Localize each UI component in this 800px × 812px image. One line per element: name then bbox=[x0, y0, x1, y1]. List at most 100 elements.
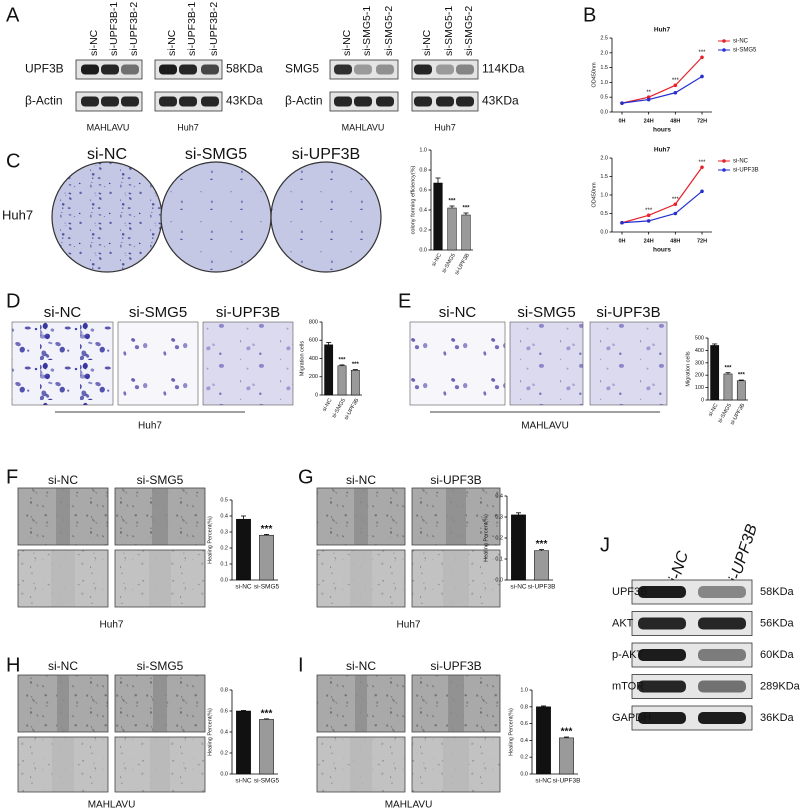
x-tick-label: si-NC bbox=[235, 778, 252, 785]
image-label: si-NC bbox=[48, 659, 78, 673]
y-axis-label: OD450nm bbox=[591, 182, 597, 207]
blot-band bbox=[81, 96, 99, 107]
image-label: si-NC bbox=[87, 146, 127, 163]
blot-band bbox=[414, 64, 432, 75]
data-point bbox=[646, 219, 651, 223]
data-point bbox=[673, 202, 678, 207]
y-tick-label: 0.0 bbox=[220, 577, 228, 583]
bar bbox=[447, 207, 457, 251]
y-tick-label: 0.8 bbox=[419, 167, 427, 173]
data-point bbox=[700, 55, 704, 60]
blot-row-label: GAPDH bbox=[612, 712, 651, 724]
x-tick-label: si-NC bbox=[235, 584, 252, 591]
panel-letter: B bbox=[583, 4, 596, 26]
transwell-image bbox=[509, 321, 584, 406]
x-tick-label: 72H bbox=[697, 118, 707, 124]
blot-row-label: UPF3B bbox=[25, 62, 64, 76]
significance: *** bbox=[561, 727, 573, 738]
y-tick-label: 0.8 bbox=[220, 687, 228, 693]
cell-line: MAHLAVU bbox=[342, 122, 385, 132]
y-tick-label: 0.2 bbox=[220, 545, 228, 551]
bar bbox=[723, 373, 733, 401]
data-point bbox=[700, 74, 704, 79]
y-tick-label: 0.4 bbox=[220, 729, 228, 735]
y-tick-label: 200 bbox=[309, 374, 318, 380]
y-tick-label: 1.5 bbox=[600, 174, 608, 180]
wound-gap bbox=[448, 675, 464, 732]
data-point bbox=[673, 90, 678, 95]
x-axis-label: hours bbox=[653, 127, 671, 134]
legend-label: si-UPF3B bbox=[733, 168, 759, 174]
panel-letter: G bbox=[298, 466, 314, 488]
bar bbox=[337, 365, 347, 396]
blot-size: 36KDa bbox=[760, 712, 795, 724]
colony-plate bbox=[270, 161, 382, 273]
panel-letter: F bbox=[6, 466, 18, 488]
y-tick-label: 0.1 bbox=[495, 556, 503, 562]
x-tick-label: si-UPF3B bbox=[528, 584, 556, 591]
legend-label: si-NC bbox=[733, 159, 749, 165]
legend-dot bbox=[722, 159, 726, 163]
x-tick-label: 48H bbox=[670, 118, 680, 124]
y-tick-label: 2.5 bbox=[600, 35, 608, 41]
y-tick-label: 1.0 bbox=[419, 147, 427, 153]
x-tick-label: si-NC bbox=[431, 253, 443, 268]
transwell-image bbox=[409, 321, 506, 406]
significance: *** bbox=[672, 197, 680, 203]
significance: *** bbox=[448, 199, 456, 205]
blot-row-label: UPF3B bbox=[612, 586, 647, 598]
cell-line: Huh7 bbox=[397, 620, 421, 631]
blot-row-label: mTOR bbox=[612, 680, 644, 692]
colony-plate bbox=[51, 161, 163, 273]
blot-band bbox=[121, 96, 139, 107]
blot-band bbox=[354, 96, 372, 107]
bar bbox=[259, 719, 274, 775]
y-tick-label: 0.0 bbox=[419, 247, 427, 253]
y-tick-label: 0.4 bbox=[220, 513, 228, 519]
cell-line: MAHLAVU bbox=[87, 122, 130, 132]
blot-band bbox=[698, 712, 746, 724]
image-label: si-SMG5 bbox=[185, 146, 247, 163]
y-tick-label: 1.0 bbox=[600, 80, 608, 86]
lane-label: si-SMG5-1 bbox=[361, 6, 373, 56]
blot-band bbox=[201, 96, 219, 107]
x-tick-label: si-SMG5 bbox=[254, 778, 280, 785]
panel-letter: D bbox=[6, 290, 20, 312]
legend-label: si-SMG5 bbox=[733, 48, 757, 54]
y-tick-label: 0.2 bbox=[220, 750, 228, 756]
data-point bbox=[673, 83, 678, 88]
image-label: si-UPF3B bbox=[430, 473, 481, 487]
blot-size: 56KDa bbox=[760, 617, 795, 629]
blot-band bbox=[698, 617, 746, 630]
x-tick-label: 0H bbox=[618, 118, 625, 124]
bar bbox=[536, 706, 551, 775]
cell-line: MAHLAVU bbox=[385, 800, 433, 811]
y-tick-label: 0 bbox=[315, 392, 318, 398]
y-axis-label: Healing Percent(%) bbox=[207, 516, 213, 564]
legend-dot bbox=[722, 168, 726, 172]
wound-gap bbox=[443, 550, 469, 607]
blot-band bbox=[376, 64, 394, 75]
significance: *** bbox=[724, 365, 732, 371]
lane-label: si-NC bbox=[88, 29, 100, 56]
y-axis-label: colony forming efficiency(%) bbox=[410, 166, 416, 235]
cell-line: Huh7 bbox=[138, 421, 162, 432]
x-tick-label: 24H bbox=[644, 238, 654, 244]
data-point bbox=[620, 101, 624, 105]
y-tick-label: 400 bbox=[695, 348, 704, 354]
panel-letter: E bbox=[398, 290, 411, 312]
significance: *** bbox=[352, 362, 360, 368]
y-tick-label: 2.0 bbox=[600, 155, 608, 161]
significance: *** bbox=[338, 357, 346, 363]
blot-size: 60KDa bbox=[760, 649, 795, 661]
x-tick-label: si-NC bbox=[322, 398, 334, 413]
significance: *** bbox=[261, 709, 273, 720]
y-tick-label: 0.6 bbox=[220, 708, 228, 714]
wound-gap bbox=[355, 675, 367, 732]
blot-band bbox=[456, 96, 474, 107]
bar bbox=[236, 710, 251, 775]
blot-size: 43KDa bbox=[226, 94, 263, 108]
wound-gap bbox=[152, 488, 168, 545]
y-tick-label: 0.5 bbox=[220, 497, 228, 503]
blot-band bbox=[638, 712, 686, 724]
